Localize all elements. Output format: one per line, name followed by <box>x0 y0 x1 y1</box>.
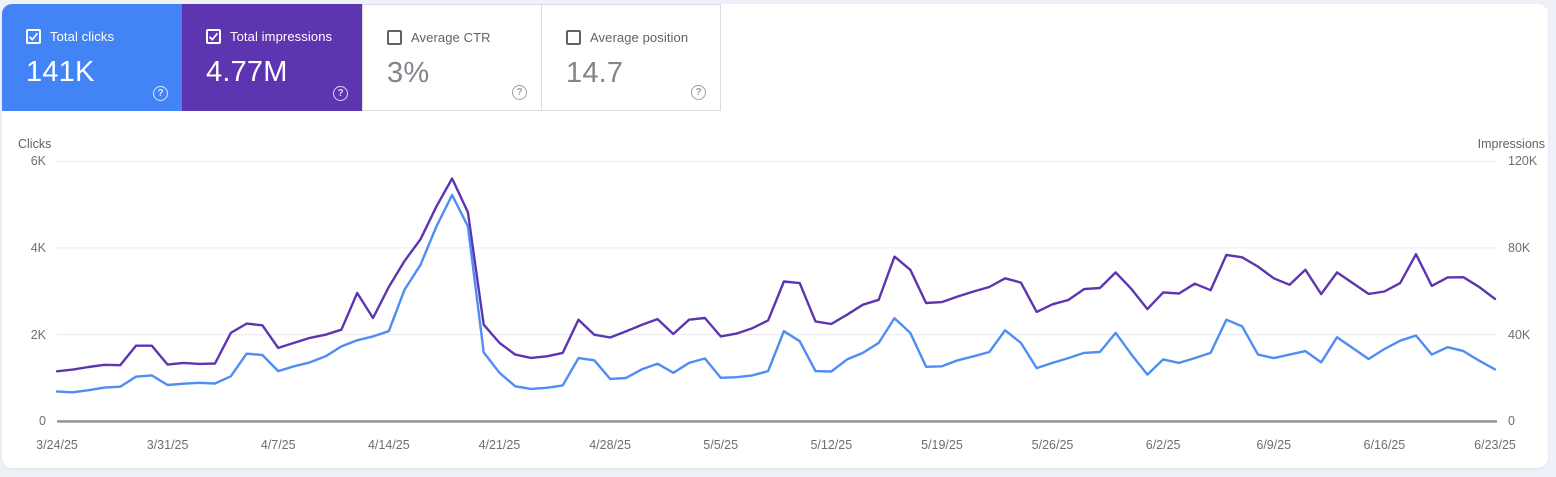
checkmark-icon <box>208 32 219 41</box>
x-tick-label: 6/2/25 <box>1145 438 1181 452</box>
clicks-line <box>55 193 1497 394</box>
left-y-tick-label: 4K <box>30 240 46 255</box>
x-tick-label: 3/24/25 <box>36 438 78 452</box>
average-ctr-value: 3% <box>387 57 430 89</box>
tile-label: Average position <box>590 29 689 45</box>
x-tick-label: 5/5/25 <box>703 438 739 452</box>
help-icon[interactable]: ? <box>153 86 168 101</box>
left-y-tick-label: 0 <box>39 414 46 429</box>
right-y-tick-label: 0 <box>1508 414 1515 429</box>
x-tick-label: 3/31/25 <box>146 438 189 452</box>
left-y-tick-label: 6K <box>30 154 46 169</box>
left-y-tick-label: 2K <box>30 327 46 342</box>
checkmark-icon <box>28 32 39 41</box>
tile-average-position[interactable]: Average position 14.7 ? <box>541 4 721 111</box>
x-tick-label: 4/14/25 <box>367 438 410 452</box>
total-impressions-checkbox[interactable] <box>206 28 221 44</box>
right-y-tick-label: 80K <box>1508 240 1531 255</box>
performance-card: Total clicks 141K ? Total impressions 4.… <box>2 4 1548 468</box>
x-tick-label: 5/12/25 <box>810 438 853 452</box>
total-impressions-value: 4.77M <box>206 56 288 88</box>
average-ctr-checkbox[interactable] <box>387 29 402 45</box>
tile-label: Average CTR <box>411 29 491 45</box>
right-y-tick-label: 40K <box>1508 327 1531 342</box>
right-axis-title: Impressions <box>1477 137 1545 151</box>
tile-label: Total clicks <box>50 28 115 44</box>
right-y-tick-label: 120K <box>1508 154 1538 169</box>
impressions-line <box>55 177 1497 373</box>
help-icon[interactable]: ? <box>512 85 527 100</box>
tile-total-clicks[interactable]: Total clicks 141K ? <box>2 4 182 111</box>
average-position-checkbox[interactable] <box>566 29 581 45</box>
help-icon[interactable]: ? <box>691 85 706 100</box>
metric-tiles: Total clicks 141K ? Total impressions 4.… <box>2 4 721 111</box>
x-tick-label: 5/26/25 <box>1031 438 1074 452</box>
x-tick-label: 6/16/25 <box>1363 438 1406 452</box>
x-tick-label: 6/23/25 <box>1474 438 1516 452</box>
help-icon[interactable]: ? <box>333 86 348 101</box>
total-clicks-value: 141K <box>26 56 95 88</box>
tile-average-ctr[interactable]: Average CTR 3% ? <box>362 4 542 111</box>
total-clicks-checkbox[interactable] <box>26 28 41 44</box>
x-tick-label: 4/21/25 <box>478 438 521 452</box>
x-tick-label: 4/28/25 <box>589 438 631 452</box>
x-tick-label: 6/9/25 <box>1256 438 1292 452</box>
average-position-value: 14.7 <box>566 57 624 89</box>
x-tick-label: 4/7/25 <box>260 438 296 452</box>
x-tick-label: 5/19/25 <box>921 438 963 452</box>
tile-total-impressions[interactable]: Total impressions 4.77M ? <box>182 4 362 111</box>
left-axis-title: Clicks <box>18 137 52 151</box>
tile-label: Total impressions <box>230 28 333 44</box>
